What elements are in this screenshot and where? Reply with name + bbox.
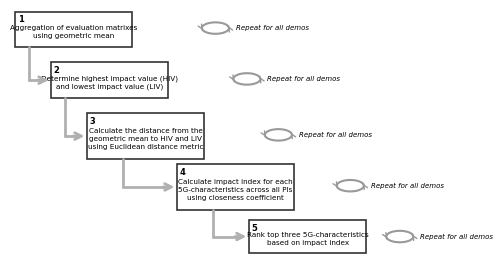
FancyBboxPatch shape bbox=[16, 12, 132, 47]
Text: 2: 2 bbox=[54, 66, 60, 75]
Text: Aggregation of evaluation matrixes
using geometric mean: Aggregation of evaluation matrixes using… bbox=[10, 25, 138, 39]
FancyBboxPatch shape bbox=[249, 220, 366, 253]
FancyBboxPatch shape bbox=[52, 62, 168, 98]
Text: Calculate impact index for each
5G-characteristics across all PIs
using closenes: Calculate impact index for each 5G-chara… bbox=[178, 179, 293, 200]
Text: 4: 4 bbox=[180, 168, 186, 177]
Text: 3: 3 bbox=[90, 117, 96, 126]
Text: Determine highest impact value (HIV)
and lowest impact value (LIV): Determine highest impact value (HIV) and… bbox=[42, 75, 178, 90]
Text: Repeat for all demos: Repeat for all demos bbox=[370, 183, 444, 189]
Text: 5: 5 bbox=[252, 224, 258, 233]
Text: Repeat for all demos: Repeat for all demos bbox=[236, 25, 308, 31]
Text: Rank top three 5G-characteristics
based on impact index: Rank top three 5G-characteristics based … bbox=[246, 232, 368, 246]
FancyBboxPatch shape bbox=[88, 113, 204, 159]
Text: Repeat for all demos: Repeat for all demos bbox=[420, 234, 493, 240]
FancyBboxPatch shape bbox=[177, 164, 294, 210]
Text: Calculate the distance from the
geometric mean to HIV and LIV
using Euclidean di: Calculate the distance from the geometri… bbox=[88, 128, 204, 150]
Text: 1: 1 bbox=[18, 15, 24, 24]
Text: Repeat for all demos: Repeat for all demos bbox=[267, 76, 340, 82]
Text: Repeat for all demos: Repeat for all demos bbox=[298, 132, 372, 138]
